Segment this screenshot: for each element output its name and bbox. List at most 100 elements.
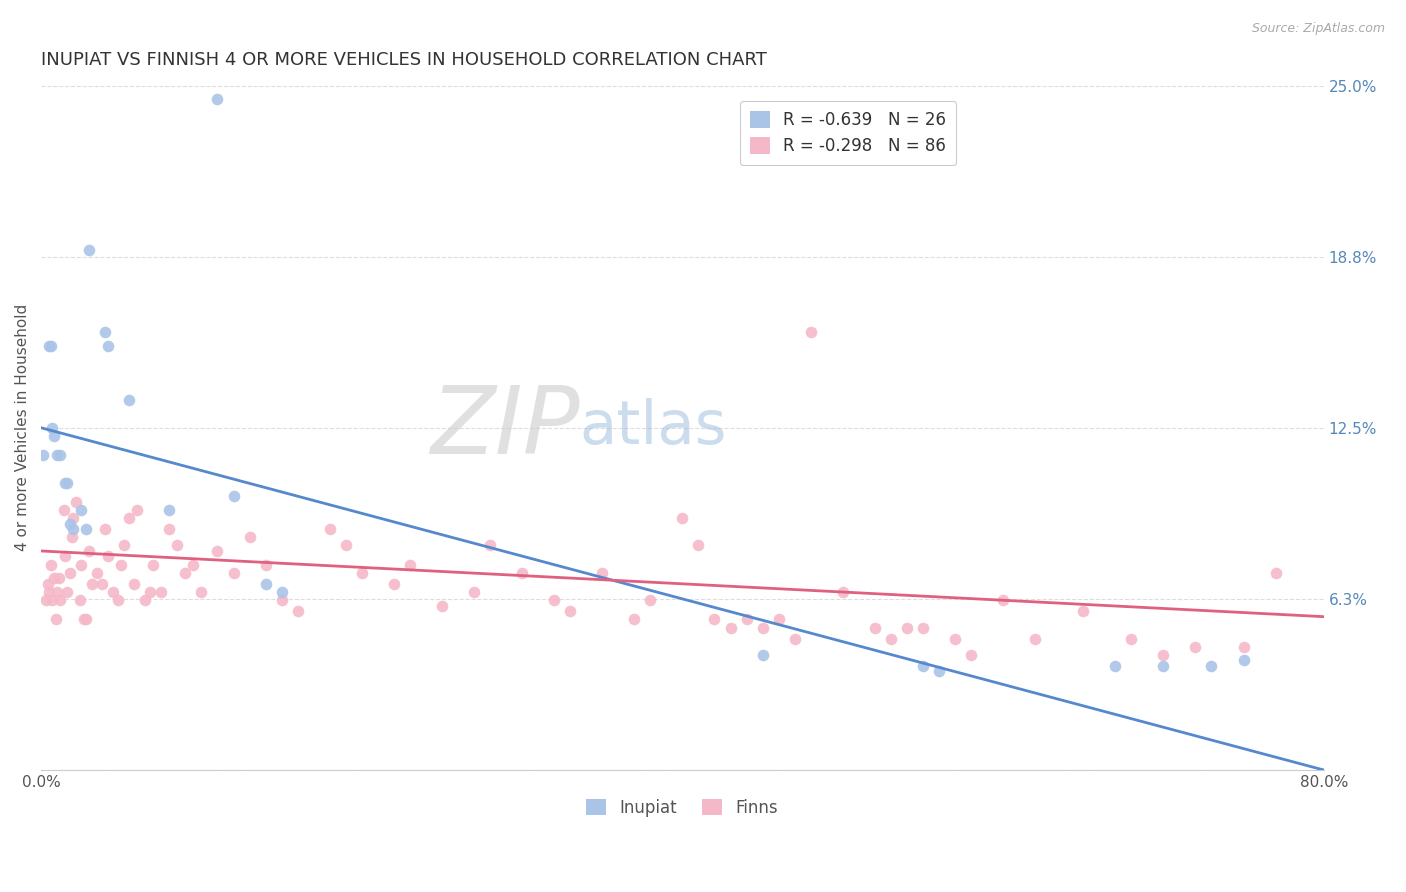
Point [97, 338, 120, 352]
Point [318, 522, 340, 536]
Point [880, 632, 903, 646]
Point [75, 522, 97, 536]
Point [238, 530, 260, 544]
Point [1152, 648, 1174, 662]
Point [479, 539, 502, 553]
Point [46, 448, 69, 462]
Point [41, 593, 63, 607]
Point [1264, 566, 1286, 580]
Point [150, 585, 173, 599]
Point [560, 604, 582, 618]
Text: atlas: atlas [579, 398, 727, 458]
Point [157, 503, 180, 517]
Point [254, 577, 277, 591]
Point [183, 558, 205, 572]
Text: INUPIAT VS FINNISH 4 OR MORE VEHICLES IN HOUSEHOLD CORRELATION CHART: INUPIAT VS FINNISH 4 OR MORE VEHICLES IN… [41, 51, 768, 69]
Point [688, 539, 710, 553]
Point [703, 612, 725, 626]
Point [270, 585, 292, 599]
Point [991, 593, 1014, 607]
Point [463, 585, 485, 599]
Point [174, 566, 197, 580]
Point [831, 585, 853, 599]
Legend: Inupiat, Finns: Inupiat, Finns [579, 792, 785, 823]
Point [1232, 653, 1254, 667]
Point [1201, 659, 1223, 673]
Point [720, 621, 742, 635]
Point [103, 585, 125, 599]
Point [928, 665, 950, 679]
Point [911, 659, 934, 673]
Point [49, 593, 72, 607]
Point [1121, 632, 1143, 646]
Point [1071, 604, 1094, 618]
Point [122, 577, 145, 591]
Point [543, 593, 565, 607]
Text: ZIP: ZIP [430, 383, 579, 474]
Point [430, 599, 453, 613]
Point [46, 585, 69, 599]
Point [896, 621, 918, 635]
Point [52, 503, 75, 517]
Point [911, 621, 934, 635]
Point [77, 243, 100, 257]
Point [55, 585, 77, 599]
Point [350, 566, 373, 580]
Point [77, 544, 100, 558]
Point [38, 585, 60, 599]
Text: Source: ZipAtlas.com: Source: ZipAtlas.com [1251, 22, 1385, 36]
Point [55, 475, 77, 490]
Point [127, 503, 149, 517]
Point [59, 516, 82, 531]
Point [73, 612, 96, 626]
Point [335, 539, 357, 553]
Point [382, 577, 405, 591]
Point [37, 577, 59, 591]
Point [671, 511, 693, 525]
Point [107, 593, 129, 607]
Point [960, 648, 983, 662]
Point [735, 612, 758, 626]
Point [142, 558, 165, 572]
Point [39, 338, 62, 352]
Point [207, 92, 229, 106]
Point [863, 621, 886, 635]
Point [751, 648, 773, 662]
Point [94, 522, 117, 536]
Point [39, 558, 62, 572]
Point [114, 539, 136, 553]
Point [75, 612, 97, 626]
Point [48, 571, 70, 585]
Point [70, 558, 93, 572]
Point [41, 421, 63, 435]
Point [783, 632, 806, 646]
Point [800, 325, 823, 339]
Point [1232, 640, 1254, 654]
Point [166, 539, 188, 553]
Point [49, 448, 72, 462]
Point [751, 621, 773, 635]
Point [60, 530, 83, 544]
Point [640, 593, 662, 607]
Point [110, 558, 132, 572]
Point [70, 503, 93, 517]
Point [399, 558, 422, 572]
Point [270, 593, 292, 607]
Point [190, 585, 212, 599]
Point [118, 393, 141, 408]
Point [31, 448, 53, 462]
Point [510, 566, 533, 580]
Point [139, 585, 162, 599]
Point [1104, 659, 1126, 673]
Point [53, 549, 76, 564]
Point [222, 566, 245, 580]
Point [35, 593, 58, 607]
Point [38, 338, 60, 352]
Point [1152, 659, 1174, 673]
Point [62, 511, 84, 525]
Point [86, 566, 108, 580]
Point [62, 522, 84, 536]
Point [118, 511, 141, 525]
Point [59, 566, 82, 580]
Point [254, 558, 277, 572]
